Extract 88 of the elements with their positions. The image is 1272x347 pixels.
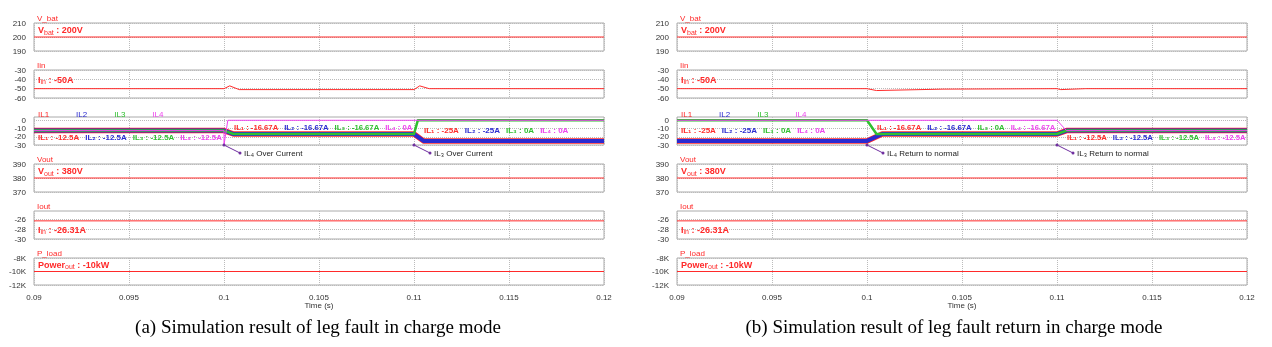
chart-title: Iin: [680, 60, 689, 70]
y-tick-label: -60: [14, 93, 27, 103]
y-tick-label: 190: [12, 46, 27, 56]
y-tick-label: -40: [14, 74, 27, 84]
y-tick-label: 380: [655, 173, 670, 183]
x-axis-title: Time (s): [947, 301, 977, 311]
x-axis-title: Time (s): [304, 301, 334, 311]
y-tick-label: -30: [14, 65, 27, 75]
annotation: IL₄ : 0A: [797, 126, 826, 136]
y-tick-label: 390: [655, 159, 670, 169]
y-tick-label: -26: [14, 214, 27, 224]
y-tick-label: 190: [655, 46, 670, 56]
text: IL₃ Over Current: [434, 148, 494, 158]
x-tick-label: 0.1: [218, 292, 231, 302]
text: IL₄ Return to normal: [887, 148, 959, 158]
y-tick-label: 200: [655, 32, 670, 42]
y-tick-label: -20: [14, 132, 27, 142]
chart-title: Vout: [680, 154, 697, 164]
x-tick-label: 0.11: [406, 292, 423, 302]
chart-title: V_bat: [37, 13, 59, 23]
x-tick-label: 0.095: [761, 292, 783, 302]
y-tick-label: -30: [657, 65, 670, 75]
y-tick-label: 0: [664, 115, 670, 125]
y-tick-label: -10K: [9, 267, 27, 276]
y-tick-label: -12K: [9, 280, 27, 290]
text: IL₄ Over Current: [244, 148, 304, 158]
x-tick-label: 0.09: [669, 292, 686, 302]
chart-title: Iout: [37, 201, 52, 211]
x-tick-label: 0.115: [1142, 292, 1163, 302]
y-tick-label: -30: [657, 140, 670, 150]
y-tick-label: -30: [657, 234, 670, 244]
y-tick-label: -30: [14, 234, 27, 244]
y-tick-label: -28: [14, 224, 27, 234]
annotation: IL₄ : 0A: [540, 126, 569, 136]
y-tick-label: -12K: [652, 280, 670, 290]
y-tick-label: -20: [657, 132, 670, 142]
x-tick-label: 0.105: [308, 292, 330, 302]
y-tick-label: 200: [12, 32, 27, 42]
x-tick-label: 0.095: [118, 292, 140, 302]
series-label: IL1: [38, 109, 50, 119]
text: IL1: [681, 109, 693, 119]
x-tick-label: 0.115: [499, 292, 520, 302]
y-tick-label: 390: [12, 159, 27, 169]
chart-title: P_load: [37, 248, 62, 258]
series-label: IL3: [114, 109, 126, 119]
text: IL₃ Return to normal: [1077, 148, 1149, 158]
y-tick-label: -10: [657, 124, 670, 134]
y-tick-label: 370: [655, 187, 670, 197]
chart-title: V_bat: [680, 13, 702, 23]
y-tick-label: 0: [21, 115, 27, 125]
y-tick-label: -28: [657, 224, 670, 234]
annotation: IL₂ : -25A: [464, 126, 501, 136]
x-tick-label: 0.105: [951, 292, 973, 302]
text: IL2: [719, 109, 731, 119]
y-tick-label: 380: [12, 173, 27, 183]
series-label: IL3: [757, 109, 769, 119]
y-tick-label: 210: [12, 18, 27, 28]
annotation: IL₁ : -25A: [424, 126, 460, 136]
y-tick-label: -50: [657, 84, 670, 94]
text: (b) Simulation result of leg fault return in charge mode: [745, 316, 1163, 338]
y-tick-label: 210: [655, 18, 670, 28]
series-label: IL4: [795, 109, 808, 119]
y-tick-label: -8K: [656, 253, 670, 263]
x-tick-label: 0.11: [1049, 292, 1066, 302]
y-tick-label: -10: [14, 124, 27, 134]
text: (a) Simulation result of leg fault in charge mode: [135, 316, 501, 338]
y-tick-label: -50: [14, 84, 27, 94]
annotation: IL₃ : 0A: [505, 126, 535, 136]
x-tick-label: 0.12: [596, 292, 613, 302]
y-tick-label: 370: [12, 187, 27, 197]
y-tick-label: -40: [657, 74, 670, 84]
chart-title: Vout: [37, 154, 54, 164]
x-tick-label: 0.1: [861, 292, 874, 302]
series-label: IL2: [76, 109, 88, 119]
chart-title: Iout: [680, 201, 695, 211]
series-label: IL4: [152, 109, 165, 119]
chart-title: P_load: [680, 248, 705, 258]
y-tick-label: -30: [14, 140, 27, 150]
annotation: IL₁ : -25A: [681, 126, 717, 136]
x-tick-label: 0.09: [26, 292, 43, 302]
annotation: IL₃ : 0A: [762, 126, 792, 136]
annotation: IL₂ : -25A: [721, 126, 758, 136]
y-tick-label: -8K: [13, 253, 27, 263]
x-tick-label: 0.12: [1239, 292, 1256, 302]
chart-title: Iin: [37, 60, 46, 70]
y-tick-label: -26: [657, 214, 670, 224]
y-tick-label: -60: [657, 93, 670, 103]
y-tick-label: -10K: [652, 267, 670, 276]
